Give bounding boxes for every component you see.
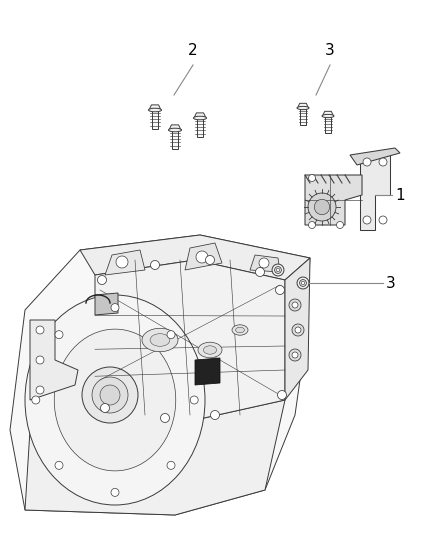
Circle shape [308,193,336,221]
Polygon shape [95,293,118,315]
Polygon shape [305,175,362,225]
Circle shape [211,410,219,419]
Circle shape [292,324,304,336]
Circle shape [55,330,63,338]
Circle shape [363,216,371,224]
Circle shape [98,276,106,285]
Ellipse shape [25,295,205,505]
Circle shape [308,222,315,229]
Circle shape [111,488,119,496]
Circle shape [295,327,301,333]
Circle shape [379,216,387,224]
Polygon shape [360,155,390,230]
Polygon shape [95,260,285,420]
Circle shape [292,352,298,358]
Circle shape [196,251,208,263]
Circle shape [297,277,309,289]
Circle shape [276,286,285,295]
Circle shape [36,326,44,334]
Polygon shape [172,130,178,149]
Circle shape [100,385,120,405]
Ellipse shape [150,334,170,346]
Ellipse shape [232,325,248,335]
Circle shape [82,367,138,423]
Ellipse shape [194,116,207,120]
Polygon shape [250,255,280,272]
Polygon shape [197,118,203,136]
Ellipse shape [142,328,178,352]
Circle shape [36,386,44,394]
Circle shape [205,255,215,264]
Ellipse shape [148,108,162,112]
Circle shape [32,396,40,404]
Polygon shape [152,110,158,128]
Circle shape [275,266,281,273]
Polygon shape [350,148,400,165]
Circle shape [167,330,175,338]
Ellipse shape [169,128,181,132]
Polygon shape [80,235,310,280]
Polygon shape [297,103,308,108]
Circle shape [255,268,265,277]
Ellipse shape [297,107,309,110]
Polygon shape [25,400,285,515]
Ellipse shape [322,115,334,118]
Ellipse shape [198,342,222,358]
Text: 2: 2 [188,43,198,58]
Polygon shape [300,108,306,125]
Polygon shape [195,358,220,385]
Circle shape [100,403,110,413]
Circle shape [259,258,269,268]
Circle shape [111,304,119,312]
Circle shape [36,356,44,364]
Circle shape [301,281,305,285]
Circle shape [363,158,371,166]
Circle shape [190,396,198,404]
Text: 1: 1 [395,188,405,203]
Polygon shape [169,125,181,130]
Circle shape [276,268,280,272]
Circle shape [300,280,307,286]
Polygon shape [325,116,331,133]
Circle shape [92,377,128,413]
Ellipse shape [203,346,217,354]
Polygon shape [185,243,222,270]
Circle shape [151,261,159,270]
Text: 3: 3 [325,43,335,58]
Circle shape [336,222,343,229]
Circle shape [379,158,387,166]
Circle shape [160,414,170,423]
Circle shape [55,462,63,470]
Circle shape [289,349,301,361]
Ellipse shape [236,327,244,333]
Circle shape [292,302,298,308]
Circle shape [314,199,330,215]
Circle shape [116,256,128,268]
Ellipse shape [54,329,176,471]
Circle shape [278,391,286,400]
Circle shape [272,264,284,276]
Circle shape [289,299,301,311]
Polygon shape [10,235,310,515]
Polygon shape [322,111,333,116]
Circle shape [308,174,315,182]
Polygon shape [149,105,161,110]
Polygon shape [285,258,310,400]
Polygon shape [30,320,78,400]
Text: 3: 3 [386,276,396,290]
Circle shape [167,462,175,470]
Polygon shape [194,113,206,118]
Polygon shape [105,250,145,275]
